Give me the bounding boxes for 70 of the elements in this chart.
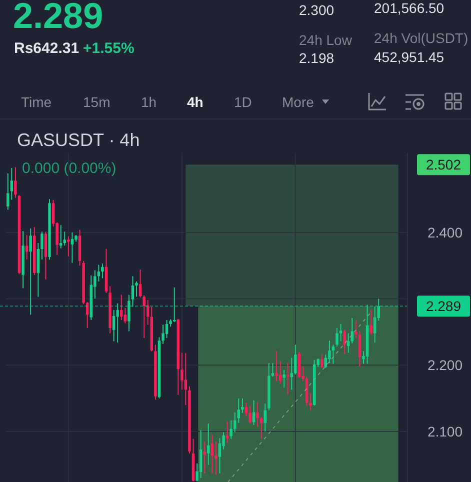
candlestick bbox=[116, 302, 119, 344]
candlestick bbox=[275, 350, 278, 382]
text: 2.300 bbox=[299, 2, 334, 18]
candlestick bbox=[162, 324, 164, 344]
candlestick bbox=[86, 302, 89, 328]
candlestick bbox=[14, 166, 17, 198]
text: 24h Vol(USDT) bbox=[374, 30, 468, 46]
candlestick bbox=[124, 308, 127, 324]
candlestick bbox=[165, 320, 168, 338]
candlestick bbox=[36, 242, 40, 298]
candlestick bbox=[135, 281, 138, 298]
candlestick bbox=[237, 398, 240, 424]
candlestick bbox=[172, 286, 176, 322]
text: 452,951.45 bbox=[374, 49, 444, 65]
candlestick bbox=[203, 441, 206, 474]
candlestick bbox=[234, 412, 236, 433]
candlestick bbox=[241, 398, 244, 414]
candlestick bbox=[294, 344, 297, 375]
candlestick bbox=[282, 369, 286, 388]
text: 4h bbox=[187, 94, 204, 110]
candlestick bbox=[339, 323, 342, 342]
candlestick bbox=[256, 402, 259, 428]
candlestick bbox=[25, 234, 28, 260]
text: 1D bbox=[234, 94, 252, 110]
candlestick bbox=[343, 329, 346, 354]
text: 1h bbox=[141, 94, 157, 110]
text: 24h Low bbox=[299, 32, 353, 48]
candlestick bbox=[218, 438, 222, 474]
candlestick bbox=[101, 263, 104, 279]
text: 2.198 bbox=[299, 50, 334, 66]
candlestick bbox=[373, 306, 376, 344]
candlestick bbox=[40, 231, 44, 260]
text: More bbox=[282, 94, 314, 110]
candlestick bbox=[248, 406, 252, 424]
candlestick bbox=[199, 430, 202, 479]
candlestick bbox=[70, 232, 74, 264]
text: Time bbox=[21, 94, 52, 110]
candlestick bbox=[328, 340, 331, 364]
text: 201,566.50 bbox=[374, 0, 444, 16]
ref-line-label: 2.289 bbox=[426, 298, 462, 314]
candlestick bbox=[370, 310, 372, 336]
candlestick bbox=[29, 228, 32, 316]
candlestick bbox=[112, 310, 116, 342]
candlestick bbox=[264, 403, 266, 432]
candlestick bbox=[298, 351, 301, 378]
text: +1.55% bbox=[83, 40, 134, 57]
text: 2.289 bbox=[13, 0, 104, 36]
candlestick bbox=[230, 420, 232, 440]
candlestick bbox=[320, 354, 324, 368]
candlestick bbox=[332, 344, 335, 364]
candlestick bbox=[210, 434, 214, 474]
candlestick bbox=[207, 423, 210, 466]
y-tick-label: 2.100 bbox=[427, 424, 463, 440]
y-tick-label: 2.200 bbox=[427, 357, 463, 374]
candlestick bbox=[214, 441, 218, 476]
candlestick bbox=[120, 294, 123, 321]
candlestick bbox=[336, 327, 338, 348]
text: Rs642.31 bbox=[14, 40, 80, 57]
candlestick bbox=[63, 231, 66, 246]
text: 15m bbox=[83, 94, 110, 110]
annotation: 0.000 (0.00%) bbox=[22, 160, 116, 177]
candlestick bbox=[358, 330, 362, 367]
candlestick bbox=[278, 360, 282, 384]
candlestick bbox=[67, 236, 70, 257]
candlestick bbox=[44, 231, 48, 280]
candlestick bbox=[290, 357, 293, 390]
candlestick bbox=[286, 362, 290, 395]
y-tick-label: 2.400 bbox=[427, 224, 463, 240]
band-label: 2.502 bbox=[426, 156, 462, 173]
chart-title: GASUSDT · 4h bbox=[17, 130, 140, 150]
